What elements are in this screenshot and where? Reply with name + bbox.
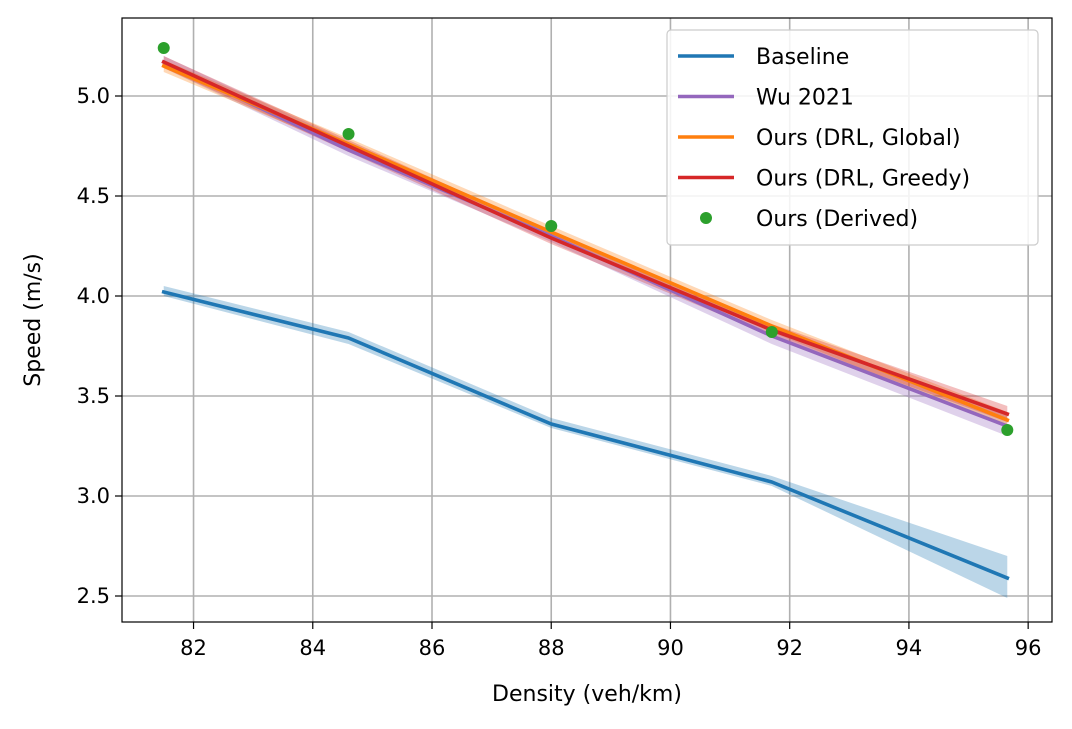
scatter-point-ours-derived xyxy=(545,220,558,232)
scatter-point-ours-derived xyxy=(342,128,355,140)
scatter-point-ours-derived xyxy=(765,326,778,338)
legend-label-baseline: Baseline xyxy=(756,45,849,70)
x-tick-label: 90 xyxy=(657,636,684,660)
y-axis-label: Speed (m/s) xyxy=(21,253,46,386)
band-baseline xyxy=(163,286,1008,598)
y-tick-label: 4.5 xyxy=(77,184,110,208)
scatter-points xyxy=(157,42,1014,436)
y-tick-label: 4.0 xyxy=(77,284,110,308)
x-tick-label: 86 xyxy=(419,636,446,660)
y-tick-label: 3.0 xyxy=(77,484,110,508)
legend-label-wu-2021: Wu 2021 xyxy=(756,86,854,111)
x-tick-label: 96 xyxy=(1015,636,1042,660)
legend-swatch-ours-derived xyxy=(700,212,712,224)
series-line-baseline xyxy=(161,289,1010,581)
y-tick-label: 3.5 xyxy=(77,384,110,408)
legend-box xyxy=(666,29,1039,246)
x-tick-label: 88 xyxy=(538,636,565,660)
legend-label-ours-drl-greedy: Ours (DRL, Greedy) xyxy=(756,167,970,192)
series-line-ours-drl-greedy xyxy=(161,59,1010,417)
legend-label-ours-derived: Ours (Derived) xyxy=(756,207,918,232)
legend: Baseline Wu 2021 Ours (DRL, Global) Ours (D… xyxy=(666,29,1039,246)
legend-label-ours-drl-global: Ours (DRL, Global) xyxy=(756,126,961,151)
x-tick-label: 84 xyxy=(299,636,326,660)
x-tick-label: 82 xyxy=(180,636,207,660)
scatter-point-ours-derived xyxy=(157,42,170,54)
plot-frame xyxy=(121,17,1053,623)
y-tick-label: 5.0 xyxy=(77,84,110,108)
series-line-wu-2021 xyxy=(161,59,1010,429)
x-tick-label: 94 xyxy=(896,636,923,660)
x-axis-label: Density (veh/km) xyxy=(492,682,682,707)
ticks: 82 84 86 88 90 92 94 96 2.5 3.0 3.5 4.0 4.5 5.0 xyxy=(77,84,1042,660)
x-tick-label: 92 xyxy=(776,636,803,660)
scatter-point-ours-derived xyxy=(1001,424,1014,436)
y-tick-label: 2.5 xyxy=(77,584,110,608)
